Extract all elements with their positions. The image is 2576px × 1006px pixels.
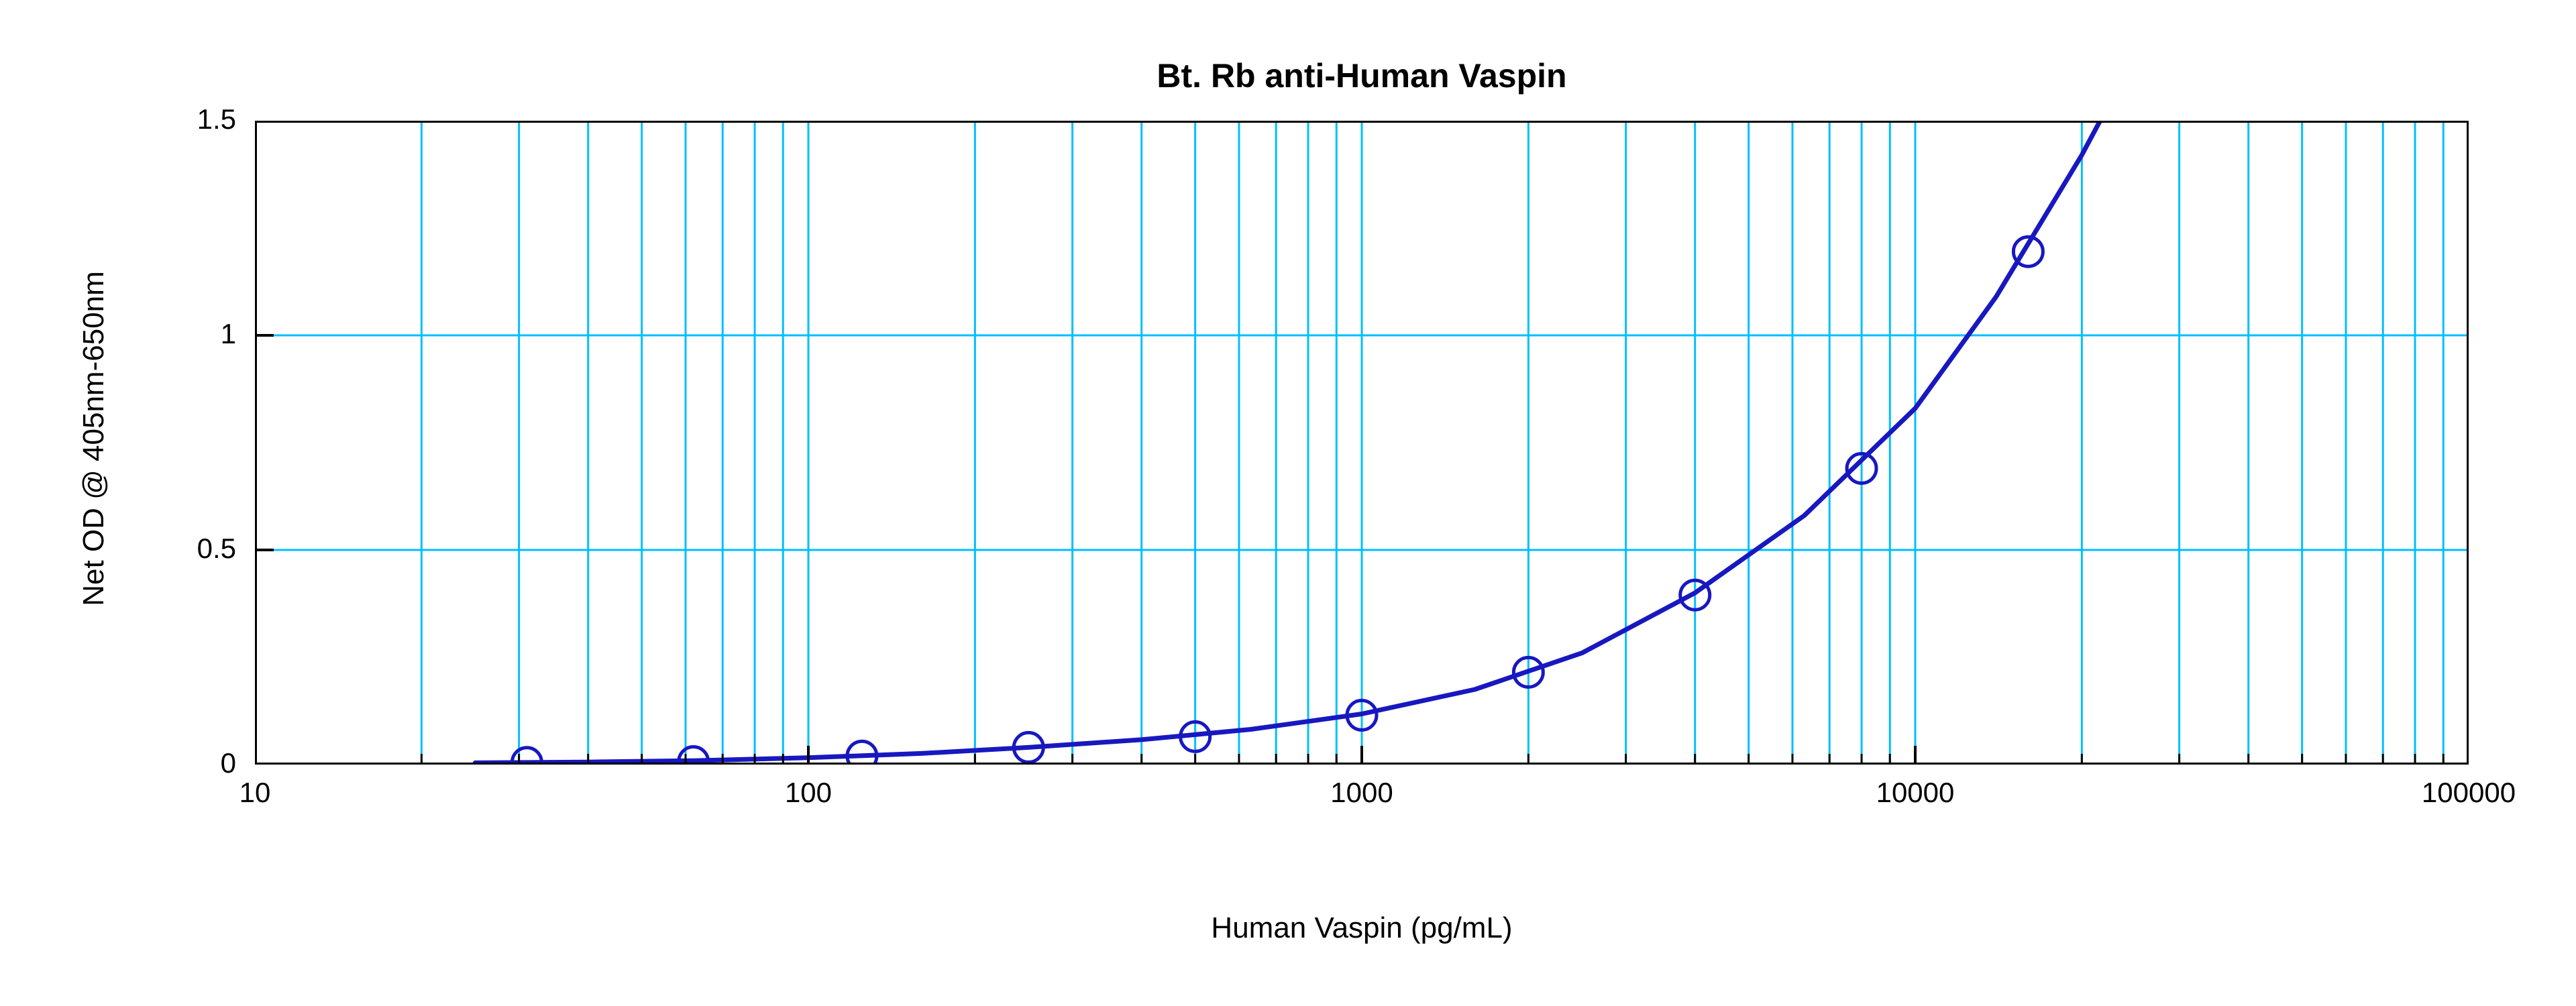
x-axis-label: Human Vaspin (pg/mL) xyxy=(691,911,2033,945)
chart-stage: Bt. Rb anti-Human Vaspin Net OD @ 405nm-… xyxy=(0,0,2576,1006)
y-tick-label: 0.5 xyxy=(109,533,236,565)
y-tick-label: 0 xyxy=(109,747,236,779)
data-markers xyxy=(512,237,2043,765)
x-tick-label: 10 xyxy=(154,777,356,809)
chart-plot-svg xyxy=(255,121,2469,765)
grid-group xyxy=(255,121,2469,765)
x-tick-label: 100 xyxy=(708,777,909,809)
data-point-marker xyxy=(847,741,877,765)
x-tick-label: 100000 xyxy=(2368,777,2569,809)
chart-title: Bt. Rb anti-Human Vaspin xyxy=(691,56,2033,95)
x-tick-label: 1000 xyxy=(1261,777,1462,809)
fitted-curve xyxy=(475,121,2104,763)
y-axis-label: Net OD @ 405nm-650nm xyxy=(77,103,111,774)
y-tick-label: 1 xyxy=(109,318,236,350)
y-tick-label: 1.5 xyxy=(109,103,236,135)
x-tick-label: 10000 xyxy=(1815,777,2016,809)
